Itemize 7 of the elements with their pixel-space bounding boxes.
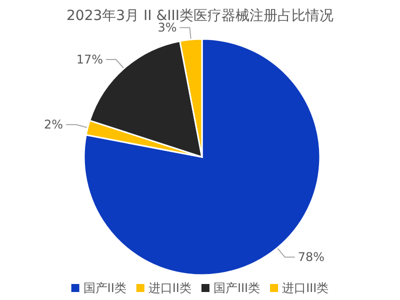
data-label: 17% bbox=[76, 52, 104, 66]
legend-label: 进口II类 bbox=[148, 281, 192, 295]
legend-label: 进口III类 bbox=[282, 281, 329, 295]
data-label: 78% bbox=[298, 250, 325, 264]
legend-label: 国产II类 bbox=[83, 281, 126, 295]
data-label: 2% bbox=[44, 118, 64, 132]
legend-label: 国产III类 bbox=[213, 281, 260, 295]
